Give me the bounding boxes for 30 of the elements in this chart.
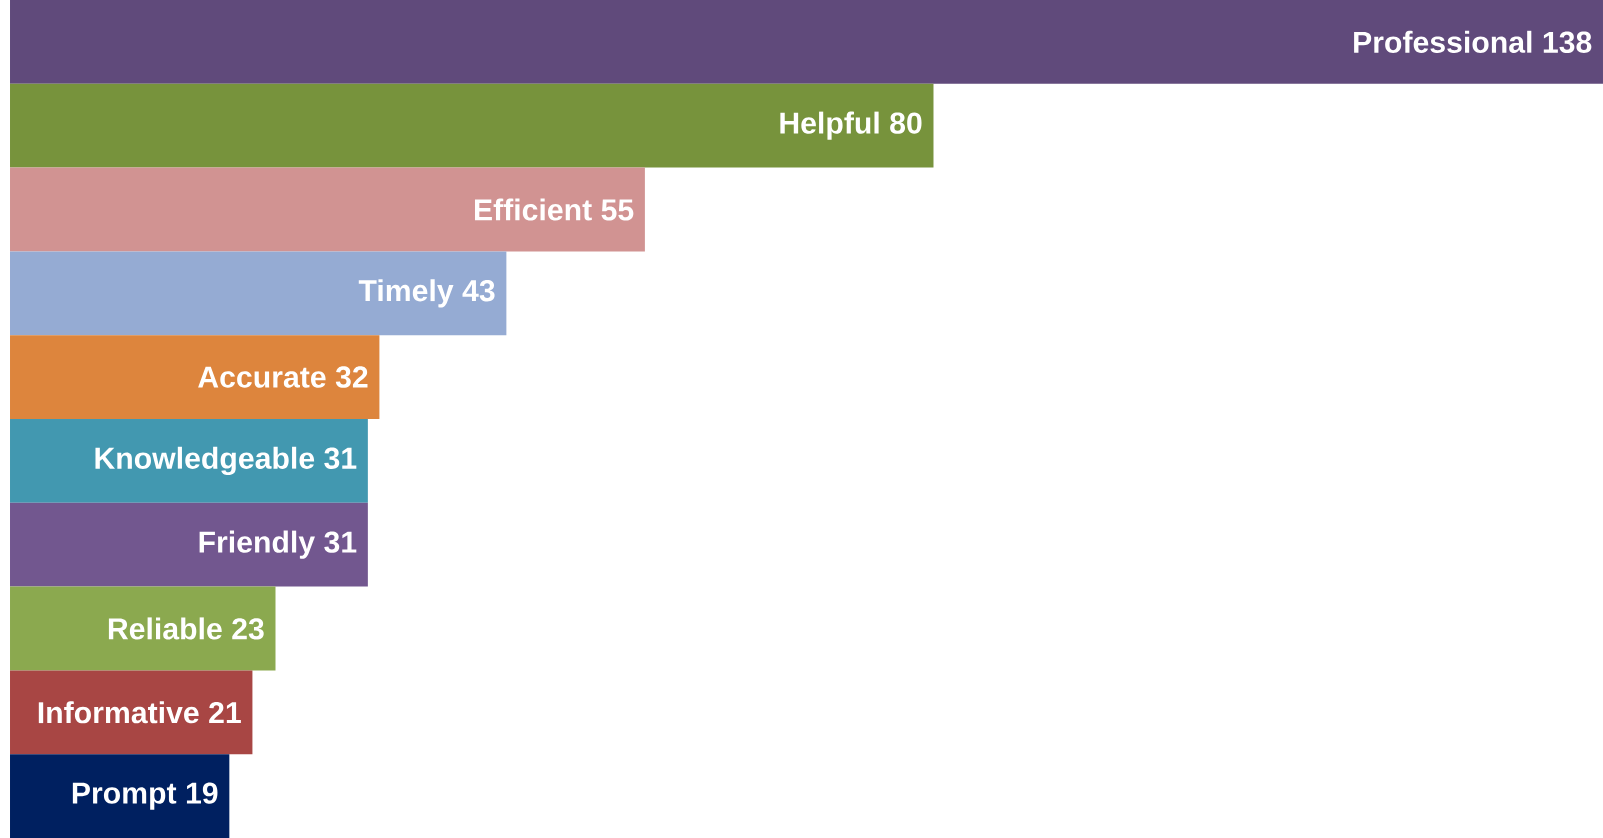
bar [10, 0, 1603, 84]
bar [10, 83, 934, 168]
data-label: 32 [335, 366, 368, 388]
data-label: 21 [209, 701, 241, 724]
y-tick-label: Timely [358, 279, 454, 308]
y-tick-label: Professional [1354, 30, 1532, 53]
bar [10, 502, 368, 587]
bar [10, 754, 230, 838]
y-tick-label: Accurate [198, 366, 326, 388]
data-label: 19 [186, 782, 218, 804]
y-tick-label: Reliable [108, 617, 222, 640]
data-label: 43 [462, 279, 495, 302]
bar [10, 167, 645, 252]
bar [10, 586, 276, 671]
data-label: 23 [232, 618, 264, 640]
data-label: 138 [1543, 31, 1592, 53]
bar [10, 670, 253, 755]
data-label: 80 [890, 112, 922, 134]
y-tick-label: Efficient [474, 198, 592, 221]
y-tick-label: Helpful [780, 111, 879, 140]
y-tick-label: Prompt [72, 782, 177, 810]
y-tick-label: Knowledgeable [95, 446, 315, 476]
data-label: 55 [601, 199, 634, 221]
data-label: 31 [324, 531, 357, 553]
y-tick-label: Friendly [199, 530, 315, 559]
bar [10, 418, 368, 503]
data-label: 31 [324, 447, 357, 469]
bar [10, 251, 507, 336]
bar [10, 335, 380, 419]
y-tick-label: Informative [38, 701, 199, 724]
